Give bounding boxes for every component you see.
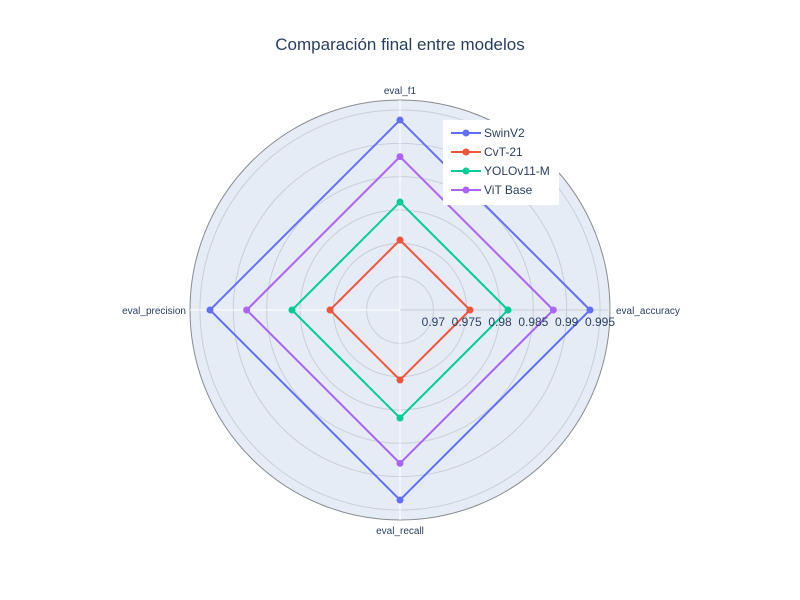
axis-label-eval-recall: eval_recall: [376, 526, 424, 537]
radial-tick-label: 0.98: [488, 315, 512, 329]
data-point: [549, 306, 557, 314]
chart-title: Comparación final entre modelos: [275, 35, 524, 54]
data-point: [396, 496, 404, 504]
angular-axis-labels: eval_accuracy eval_f1 eval_precision eval_r…: [122, 86, 680, 537]
legend-item-label[interactable]: CvT-21: [484, 145, 523, 159]
axis-label-eval-precision: eval_precision: [122, 306, 186, 317]
radial-tick-labels: 0.97 0.975 0.98 0.985 0.99 0.995: [422, 315, 616, 329]
legend-swatch-marker: [462, 129, 470, 137]
legend-item-label[interactable]: YOLOv11-M: [484, 164, 550, 178]
data-point: [396, 198, 404, 206]
data-point: [396, 376, 404, 384]
axis-label-eval-accuracy: eval_accuracy: [616, 306, 680, 317]
data-point: [396, 414, 404, 422]
data-point: [504, 306, 512, 314]
legend-swatch-marker: [462, 186, 470, 194]
data-point: [396, 153, 404, 161]
axis-label-eval-f1: eval_f1: [384, 86, 417, 97]
data-point: [586, 306, 594, 314]
radial-tick-label: 0.985: [518, 315, 548, 329]
data-point: [243, 306, 251, 314]
data-point: [466, 306, 474, 314]
data-point: [326, 306, 334, 314]
legend-item-label[interactable]: SwinV2: [484, 126, 525, 140]
data-point: [396, 236, 404, 244]
radial-tick-label: 0.975: [452, 315, 482, 329]
legend: SwinV2 CvT-21 YOLOv11-M ViT Base: [443, 120, 559, 205]
data-point: [288, 306, 296, 314]
legend-swatch-marker: [462, 148, 470, 156]
data-point: [396, 459, 404, 467]
radial-tick-label: 0.99: [555, 315, 579, 329]
legend-swatch-marker: [462, 167, 470, 175]
radial-tick-label: 0.97: [422, 315, 446, 329]
data-point: [206, 306, 214, 314]
data-point: [396, 116, 404, 124]
legend-item-label[interactable]: ViT Base: [484, 183, 533, 197]
radial-tick-label: 0.995: [585, 315, 615, 329]
